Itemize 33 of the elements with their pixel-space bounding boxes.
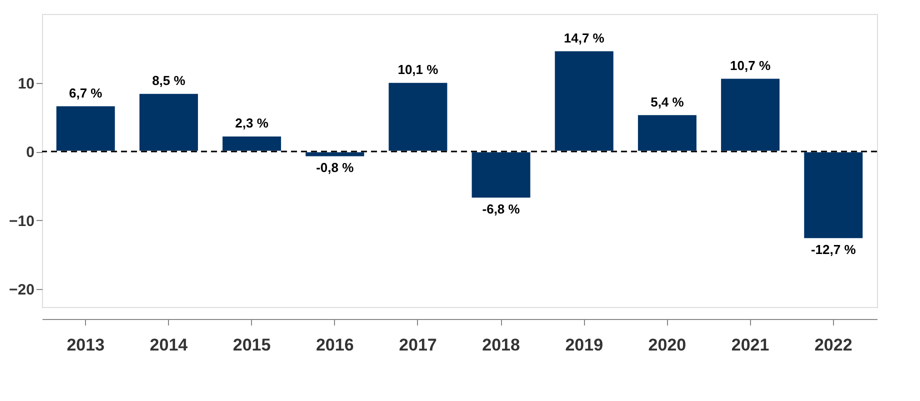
bar	[553, 50, 615, 152]
data-label: -0,8 %	[316, 160, 354, 176]
bar	[802, 150, 864, 240]
bar	[221, 134, 283, 152]
bar	[54, 104, 116, 152]
data-label: -12,7 %	[810, 242, 856, 257]
data-label: 10,7 %	[730, 58, 771, 73]
bar	[387, 81, 449, 152]
data-label: 8,5 %	[152, 73, 186, 88]
y-tick-label: −10	[9, 212, 34, 230]
x-tick-label: 2014	[150, 336, 188, 354]
data-label: 6,7 %	[68, 85, 103, 100]
x-tick-label: 2019	[565, 336, 604, 354]
bar	[636, 114, 698, 152]
y-tick-label: 10	[18, 75, 34, 92]
y-tick-label: −20	[9, 282, 34, 299]
x-tick-label: 2018	[482, 336, 520, 354]
x-tick-label: 2015	[232, 336, 271, 354]
data-label: 14,7 %	[564, 30, 605, 46]
x-tick-label: 2016	[316, 336, 354, 354]
bar	[470, 150, 532, 200]
x-tick-label: 2021	[731, 336, 770, 354]
x-tick-label: 2017	[399, 336, 437, 354]
y-tick-label: 0	[26, 144, 34, 162]
data-label: -6,8 %	[482, 201, 520, 216]
data-label: 2,3 %	[235, 116, 269, 131]
data-label: 5,4 %	[650, 94, 684, 110]
data-label: 10,1 %	[398, 62, 439, 78]
bar	[720, 77, 782, 152]
x-tick-label: 2022	[814, 336, 852, 354]
bar	[138, 92, 200, 152]
x-tick-label: 2020	[648, 336, 686, 354]
x-tick-label: 2013	[66, 336, 105, 354]
